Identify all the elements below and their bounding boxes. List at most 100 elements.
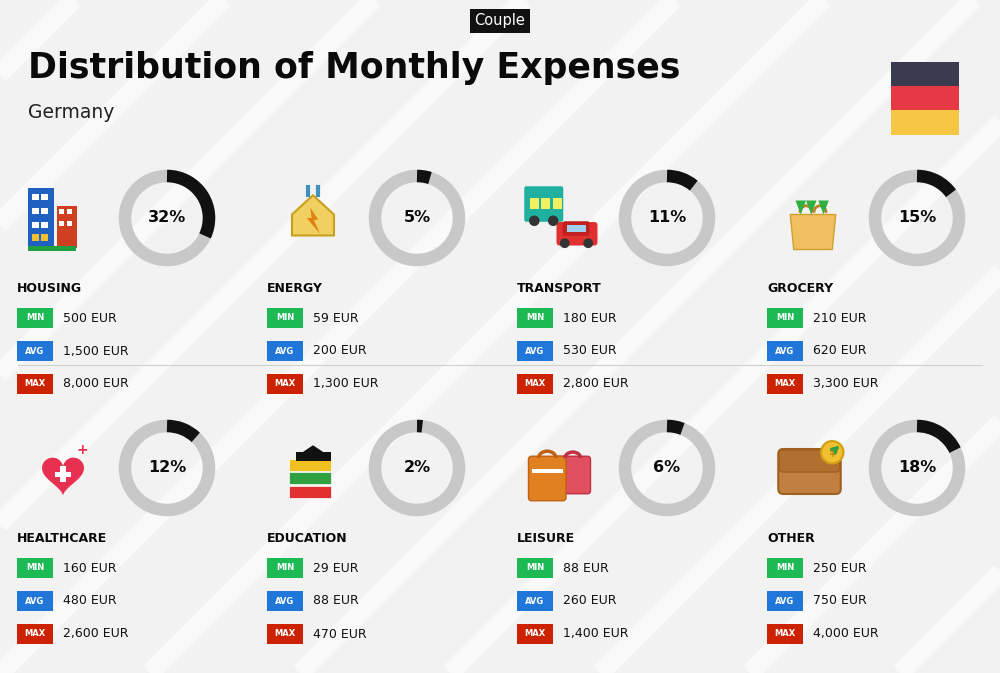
Polygon shape bbox=[292, 195, 334, 236]
Polygon shape bbox=[42, 458, 84, 495]
FancyBboxPatch shape bbox=[17, 341, 53, 361]
Text: LEISURE: LEISURE bbox=[517, 532, 575, 544]
FancyBboxPatch shape bbox=[517, 625, 553, 644]
Text: 3,300 EUR: 3,300 EUR bbox=[813, 378, 878, 390]
FancyBboxPatch shape bbox=[524, 186, 563, 221]
Text: EDUCATION: EDUCATION bbox=[267, 532, 348, 544]
Text: 32%: 32% bbox=[148, 211, 186, 225]
Text: 1,300 EUR: 1,300 EUR bbox=[313, 378, 378, 390]
FancyBboxPatch shape bbox=[517, 558, 553, 577]
FancyBboxPatch shape bbox=[32, 194, 39, 200]
FancyBboxPatch shape bbox=[532, 469, 563, 473]
FancyBboxPatch shape bbox=[288, 472, 330, 485]
FancyBboxPatch shape bbox=[67, 209, 72, 214]
Text: MIN: MIN bbox=[776, 314, 794, 322]
FancyBboxPatch shape bbox=[41, 234, 48, 241]
Text: OTHER: OTHER bbox=[767, 532, 815, 544]
Text: 29 EUR: 29 EUR bbox=[313, 561, 358, 575]
Text: MIN: MIN bbox=[526, 314, 544, 322]
Text: MIN: MIN bbox=[776, 563, 794, 573]
FancyBboxPatch shape bbox=[517, 308, 553, 328]
Text: 620 EUR: 620 EUR bbox=[813, 345, 866, 357]
FancyBboxPatch shape bbox=[767, 592, 803, 611]
Text: 160 EUR: 160 EUR bbox=[63, 561, 117, 575]
Text: 750 EUR: 750 EUR bbox=[813, 594, 867, 608]
FancyBboxPatch shape bbox=[296, 452, 330, 461]
FancyBboxPatch shape bbox=[891, 86, 959, 110]
FancyBboxPatch shape bbox=[555, 456, 590, 494]
Text: 2,600 EUR: 2,600 EUR bbox=[63, 627, 128, 641]
FancyBboxPatch shape bbox=[59, 209, 64, 214]
Text: 59 EUR: 59 EUR bbox=[313, 312, 359, 324]
Circle shape bbox=[529, 215, 540, 226]
Polygon shape bbox=[790, 215, 836, 250]
FancyBboxPatch shape bbox=[778, 449, 841, 494]
Polygon shape bbox=[818, 201, 829, 215]
Circle shape bbox=[560, 238, 570, 248]
Text: 1,400 EUR: 1,400 EUR bbox=[563, 627, 629, 641]
FancyBboxPatch shape bbox=[891, 61, 959, 86]
Polygon shape bbox=[297, 446, 329, 461]
Text: AVG: AVG bbox=[25, 347, 45, 355]
Text: 88 EUR: 88 EUR bbox=[313, 594, 359, 608]
FancyBboxPatch shape bbox=[517, 374, 553, 394]
Text: 200 EUR: 200 EUR bbox=[313, 345, 367, 357]
Text: 11%: 11% bbox=[648, 211, 686, 225]
FancyBboxPatch shape bbox=[528, 456, 566, 501]
FancyBboxPatch shape bbox=[891, 110, 959, 135]
Polygon shape bbox=[795, 201, 806, 215]
Text: TRANSPORT: TRANSPORT bbox=[517, 281, 602, 295]
FancyBboxPatch shape bbox=[41, 194, 48, 200]
Text: MIN: MIN bbox=[276, 563, 294, 573]
FancyBboxPatch shape bbox=[57, 206, 77, 248]
Circle shape bbox=[548, 215, 558, 226]
Text: 5%: 5% bbox=[403, 211, 431, 225]
Text: MAX: MAX bbox=[274, 380, 296, 388]
Text: AVG: AVG bbox=[775, 347, 795, 355]
Text: Couple: Couple bbox=[475, 13, 525, 28]
Polygon shape bbox=[307, 207, 320, 234]
Polygon shape bbox=[806, 201, 816, 215]
Text: AVG: AVG bbox=[275, 596, 295, 606]
Text: MAX: MAX bbox=[524, 380, 546, 388]
Text: AVG: AVG bbox=[275, 347, 295, 355]
FancyBboxPatch shape bbox=[17, 558, 53, 577]
Text: Germany: Germany bbox=[28, 104, 114, 122]
FancyBboxPatch shape bbox=[17, 592, 53, 611]
Text: 480 EUR: 480 EUR bbox=[63, 594, 117, 608]
Text: AVG: AVG bbox=[525, 347, 545, 355]
FancyBboxPatch shape bbox=[767, 308, 803, 328]
Text: AVG: AVG bbox=[25, 596, 45, 606]
Text: 6%: 6% bbox=[653, 460, 681, 476]
FancyBboxPatch shape bbox=[17, 374, 53, 394]
FancyBboxPatch shape bbox=[267, 625, 303, 644]
Text: 260 EUR: 260 EUR bbox=[563, 594, 616, 608]
FancyBboxPatch shape bbox=[267, 558, 303, 577]
Text: 15%: 15% bbox=[898, 211, 936, 225]
FancyBboxPatch shape bbox=[530, 198, 539, 209]
FancyBboxPatch shape bbox=[541, 198, 550, 209]
FancyBboxPatch shape bbox=[288, 459, 330, 471]
Text: AVG: AVG bbox=[525, 596, 545, 606]
FancyBboxPatch shape bbox=[267, 341, 303, 361]
Text: MIN: MIN bbox=[526, 563, 544, 573]
FancyBboxPatch shape bbox=[17, 625, 53, 644]
FancyBboxPatch shape bbox=[32, 234, 39, 241]
Text: HEALTHCARE: HEALTHCARE bbox=[17, 532, 107, 544]
Text: MAX: MAX bbox=[274, 629, 296, 639]
FancyBboxPatch shape bbox=[563, 221, 590, 236]
FancyBboxPatch shape bbox=[767, 558, 803, 577]
Text: 88 EUR: 88 EUR bbox=[563, 561, 609, 575]
FancyBboxPatch shape bbox=[32, 208, 39, 214]
Text: 1,500 EUR: 1,500 EUR bbox=[63, 345, 129, 357]
Text: 2%: 2% bbox=[403, 460, 431, 476]
Circle shape bbox=[821, 441, 843, 464]
FancyBboxPatch shape bbox=[566, 225, 586, 232]
Text: GROCERY: GROCERY bbox=[767, 281, 833, 295]
FancyBboxPatch shape bbox=[55, 472, 71, 477]
Text: 18%: 18% bbox=[898, 460, 936, 476]
FancyBboxPatch shape bbox=[267, 592, 303, 611]
FancyBboxPatch shape bbox=[60, 466, 66, 482]
FancyBboxPatch shape bbox=[767, 341, 803, 361]
Text: MAX: MAX bbox=[774, 629, 796, 639]
